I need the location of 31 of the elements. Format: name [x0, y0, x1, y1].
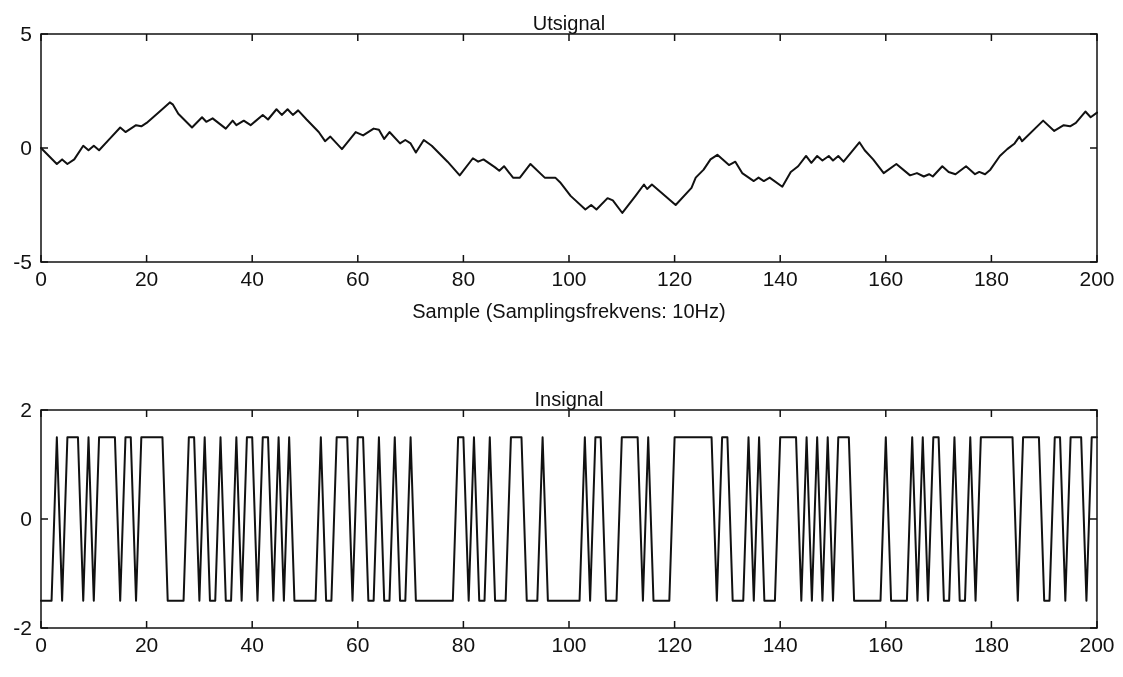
chart-title: Utsignal [532, 12, 606, 34]
x-tick-label: 200 [1079, 267, 1115, 290]
x-tick-label: 140 [762, 267, 798, 290]
x-tick-label: 180 [973, 267, 1009, 290]
x-tick-label: 20 [134, 633, 159, 656]
y-tick-label: -2 [13, 616, 32, 639]
x-tick-label: 0 [35, 267, 47, 290]
y-tick-label: 0 [20, 507, 32, 530]
x-tick-label: 60 [346, 633, 370, 656]
y-tick-label: -5 [13, 250, 32, 273]
x-tick-label: 160 [868, 633, 904, 656]
chart-title: Insignal [534, 388, 604, 410]
x-tick-label: 200 [1079, 633, 1115, 656]
x-tick-label: 0 [35, 633, 47, 656]
x-tick-label: 100 [551, 633, 587, 656]
y-tick-label: 0 [20, 136, 32, 159]
x-tick-label: 60 [346, 267, 370, 290]
x-tick-label: 80 [451, 633, 476, 656]
x-axis-title: Sample (Samplingsfrekvens: 10Hz) [412, 300, 726, 322]
x-tick-label: 120 [657, 633, 693, 656]
x-tick-label: 140 [762, 633, 798, 656]
x-tick-label: 40 [240, 633, 264, 656]
y-tick-label: 5 [20, 22, 32, 45]
x-tick-label: 40 [240, 267, 264, 290]
x-tick-label: 120 [657, 267, 693, 290]
x-tick-label: 100 [551, 267, 587, 290]
x-tick-label: 160 [868, 267, 904, 290]
x-tick-label: 20 [134, 267, 159, 290]
x-tick-label: 180 [973, 633, 1009, 656]
y-tick-label: 2 [20, 398, 32, 421]
x-tick-label: 80 [451, 267, 476, 290]
